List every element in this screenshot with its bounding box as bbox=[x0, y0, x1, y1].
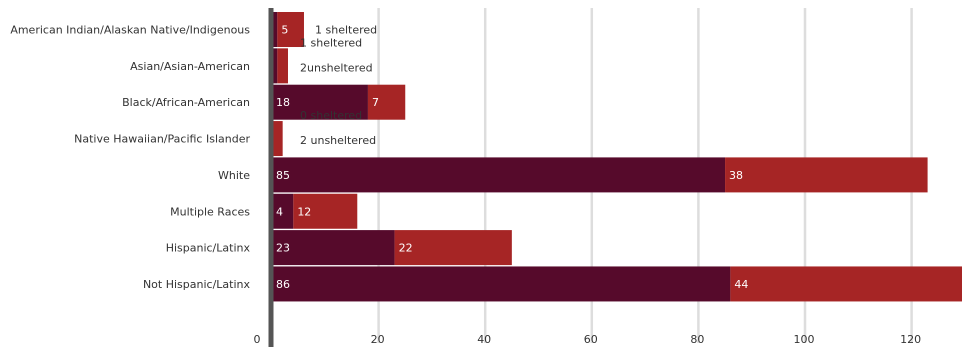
bar-hispanic-latinx-series-1 bbox=[394, 230, 512, 266]
bar-black-african-american-series-1 bbox=[367, 84, 406, 120]
annotation-0-line-0: 1 sheltered bbox=[315, 24, 377, 37]
x-tick-label-40: 40 bbox=[477, 333, 491, 346]
bar-native-hawaiian-pacific-islander-series-1 bbox=[272, 121, 283, 157]
data-label-multiple-races-series-0: 4 bbox=[276, 205, 283, 218]
x-tick-label-0: 0 bbox=[254, 333, 261, 346]
bar-multiple-races-series-1 bbox=[293, 193, 358, 229]
category-label-native-hawaiian-pacific-islander: Native Hawaiian/Pacific Islander bbox=[74, 133, 250, 146]
data-label-multiple-races-series-1: 12 bbox=[297, 205, 311, 218]
category-label-not-hispanic-latinx: Not Hispanic/Latinx bbox=[143, 278, 251, 291]
data-label-american-indian-alaskan-native-indigenous-series-1: 5 bbox=[281, 24, 288, 37]
data-label-hispanic-latinx-series-1: 22 bbox=[399, 242, 413, 255]
bar-white-series-0 bbox=[272, 157, 726, 193]
bar-white-series-1 bbox=[725, 157, 928, 193]
data-label-white-series-1: 38 bbox=[729, 169, 743, 182]
bar-asian-asian-american-series-0 bbox=[272, 48, 278, 84]
bars bbox=[272, 12, 962, 302]
data-label-hispanic-latinx-series-0: 23 bbox=[276, 242, 290, 255]
x-tick-label-20: 20 bbox=[371, 333, 385, 346]
labels: 0 20 40 60 80 100 120 American Indian/Alaskan N… bbox=[10, 24, 921, 347]
bar-american-indian-alaskan-native-indigenous-series-0 bbox=[272, 12, 278, 47]
data-label-black-african-american-series-0: 18 bbox=[276, 96, 290, 109]
bar-black-african-american-series-0 bbox=[272, 84, 368, 120]
bar-hispanic-latinx-series-0 bbox=[272, 230, 395, 266]
category-label-multiple-races: Multiple Races bbox=[170, 205, 250, 218]
bar-american-indian-alaskan-native-indigenous-series-1 bbox=[277, 12, 304, 47]
x-tick-label-120: 120 bbox=[900, 333, 921, 346]
data-label-black-african-american-series-1: 7 bbox=[372, 96, 379, 109]
bar-multiple-races-series-0 bbox=[272, 193, 294, 229]
annotation-2-line-0: 0 sheltered bbox=[300, 109, 362, 122]
category-label-white: White bbox=[218, 169, 250, 182]
data-label-white-series-0: 85 bbox=[276, 169, 290, 182]
x-tick-label-80: 80 bbox=[690, 333, 704, 346]
data-label-not-hispanic-latinx-series-0: 86 bbox=[276, 278, 290, 291]
annotation-2-line-1: 2 unsheltered bbox=[300, 134, 376, 147]
bar-not-hispanic-latinx-series-0 bbox=[272, 266, 731, 302]
bar-asian-asian-american-series-1 bbox=[277, 48, 288, 84]
category-label-black-african-american: Black/African-American bbox=[122, 96, 250, 109]
data-label-not-hispanic-latinx-series-1: 44 bbox=[734, 278, 748, 291]
category-label-asian-asian-american: Asian/Asian-American bbox=[130, 60, 250, 73]
category-label-hispanic-latinx: Hispanic/Latinx bbox=[166, 242, 251, 255]
annotation-1-line-0: 1 sheltered bbox=[300, 36, 362, 49]
annotation-1-line-1: 2unsheltered bbox=[300, 61, 373, 74]
bar-not-hispanic-latinx-series-1 bbox=[730, 266, 962, 302]
x-tick-label-100: 100 bbox=[794, 333, 815, 346]
category-label-american-indian-alaskan-native-indigenous: American Indian/Alaskan Native/Indigenou… bbox=[10, 24, 250, 37]
x-tick-label-60: 60 bbox=[584, 333, 598, 346]
